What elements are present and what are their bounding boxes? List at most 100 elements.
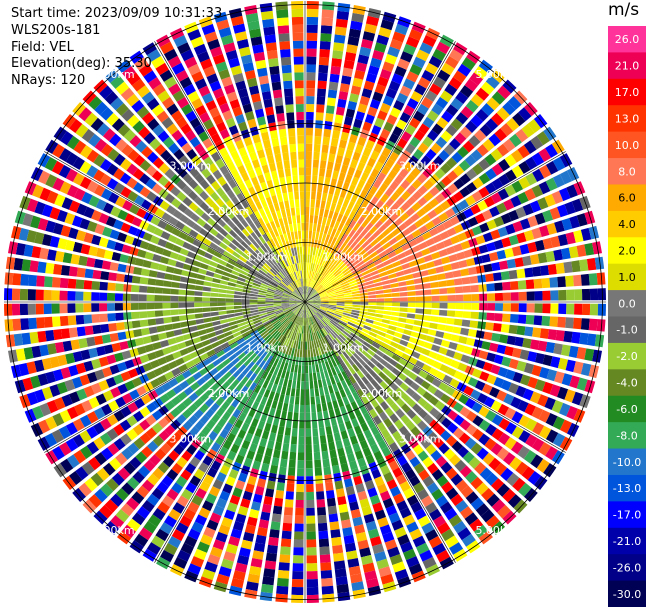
velocity-gate — [262, 18, 275, 28]
velocity-gate — [203, 156, 214, 167]
velocity-gate — [220, 400, 230, 411]
velocity-gate — [293, 290, 300, 297]
velocity-gate — [139, 406, 151, 418]
velocity-gate — [83, 385, 95, 398]
velocity-gate — [231, 378, 240, 388]
velocity-gate — [96, 467, 110, 481]
velocity-gate — [397, 455, 408, 467]
velocity-gate — [430, 316, 439, 323]
velocity-gate — [145, 165, 158, 177]
velocity-gate — [333, 432, 342, 442]
velocity-gate — [210, 287, 219, 293]
velocity-gate — [284, 395, 290, 404]
velocity-gate — [311, 412, 317, 421]
velocity-gate — [80, 145, 93, 159]
velocity-gate — [306, 586, 319, 596]
velocity-gate — [273, 449, 281, 459]
velocity-gate — [293, 315, 298, 324]
velocity-gate — [37, 261, 47, 274]
velocity-gate — [238, 412, 247, 422]
velocity-gate — [459, 465, 473, 478]
velocity-gate — [300, 286, 304, 295]
velocity-gate — [100, 447, 114, 461]
velocity-gate — [401, 352, 411, 361]
velocity-gate — [334, 286, 342, 291]
velocity-gate — [179, 380, 190, 390]
velocity-gate — [158, 430, 170, 442]
velocity-gate — [573, 317, 582, 330]
velocity-gate — [114, 303, 124, 311]
colorbar-swatch — [608, 527, 646, 555]
velocity-gate — [373, 353, 382, 362]
velocity-gate — [242, 405, 251, 415]
velocity-gate — [315, 483, 324, 492]
velocity-gate — [228, 535, 240, 547]
velocity-gate — [470, 149, 483, 162]
velocity-gate — [399, 507, 412, 519]
velocity-gate — [39, 247, 49, 260]
velocity-gate — [274, 376, 281, 385]
velocity-gate — [172, 209, 183, 220]
velocity-gate — [510, 396, 522, 409]
velocity-gate — [371, 274, 381, 280]
velocity-gate — [369, 369, 378, 379]
velocity-gate — [19, 195, 31, 210]
velocity-gate — [320, 295, 329, 299]
velocity-gate — [253, 279, 262, 285]
velocity-gate — [52, 369, 64, 382]
velocity-gate — [131, 311, 140, 320]
velocity-gate — [147, 318, 157, 326]
velocity-gate — [338, 139, 348, 149]
colorbar-tick-label: -4.0 — [616, 377, 637, 390]
velocity-gate — [288, 284, 295, 291]
velocity-gate — [176, 495, 189, 508]
velocity-gate — [256, 116, 267, 126]
velocity-gate — [150, 334, 160, 343]
velocity-gate — [91, 358, 102, 370]
velocity-gate — [328, 441, 336, 451]
velocity-gate — [281, 64, 292, 74]
velocity-gate — [367, 106, 378, 117]
velocity-gate — [226, 309, 235, 314]
velocity-gate — [272, 340, 279, 349]
velocity-gate — [295, 96, 304, 105]
colorbar-tick-label: -1.0 — [616, 324, 637, 337]
velocity-gate — [105, 478, 120, 492]
velocity-gate — [277, 570, 290, 579]
velocity-gate — [209, 297, 218, 302]
velocity-gate — [280, 48, 291, 58]
velocity-gate — [361, 505, 373, 516]
velocity-gate — [329, 521, 340, 531]
velocity-gate — [374, 42, 387, 53]
velocity-gate — [171, 198, 182, 209]
velocity-gate — [220, 254, 230, 262]
velocity-gate — [396, 92, 409, 104]
velocity-gate — [316, 285, 323, 292]
velocity-gate — [160, 364, 171, 374]
velocity-gate — [261, 430, 270, 440]
velocity-gate — [258, 289, 267, 294]
velocity-gate — [443, 143, 456, 156]
velocity-gate — [346, 274, 355, 281]
velocity-gate — [280, 209, 287, 218]
velocity-gate — [283, 160, 291, 169]
velocity-gate — [394, 568, 409, 581]
velocity-gate — [154, 207, 165, 218]
velocity-gate — [459, 85, 474, 98]
velocity-gate — [529, 391, 542, 404]
velocity-gate — [523, 229, 535, 242]
velocity-gate — [194, 296, 203, 302]
velocity-gate — [588, 225, 600, 240]
velocity-gate — [65, 239, 76, 252]
velocity-gate — [65, 168, 78, 182]
velocity-gate — [478, 244, 489, 254]
velocity-gate — [365, 72, 378, 84]
velocity-gate — [278, 217, 285, 227]
ring-label: 1.00km — [246, 342, 288, 355]
velocity-gate — [429, 274, 438, 282]
velocity-gate — [330, 319, 339, 326]
velocity-gate — [254, 229, 262, 238]
velocity-gate — [261, 318, 270, 324]
velocity-gate — [309, 308, 315, 315]
velocity-gate — [298, 436, 305, 445]
